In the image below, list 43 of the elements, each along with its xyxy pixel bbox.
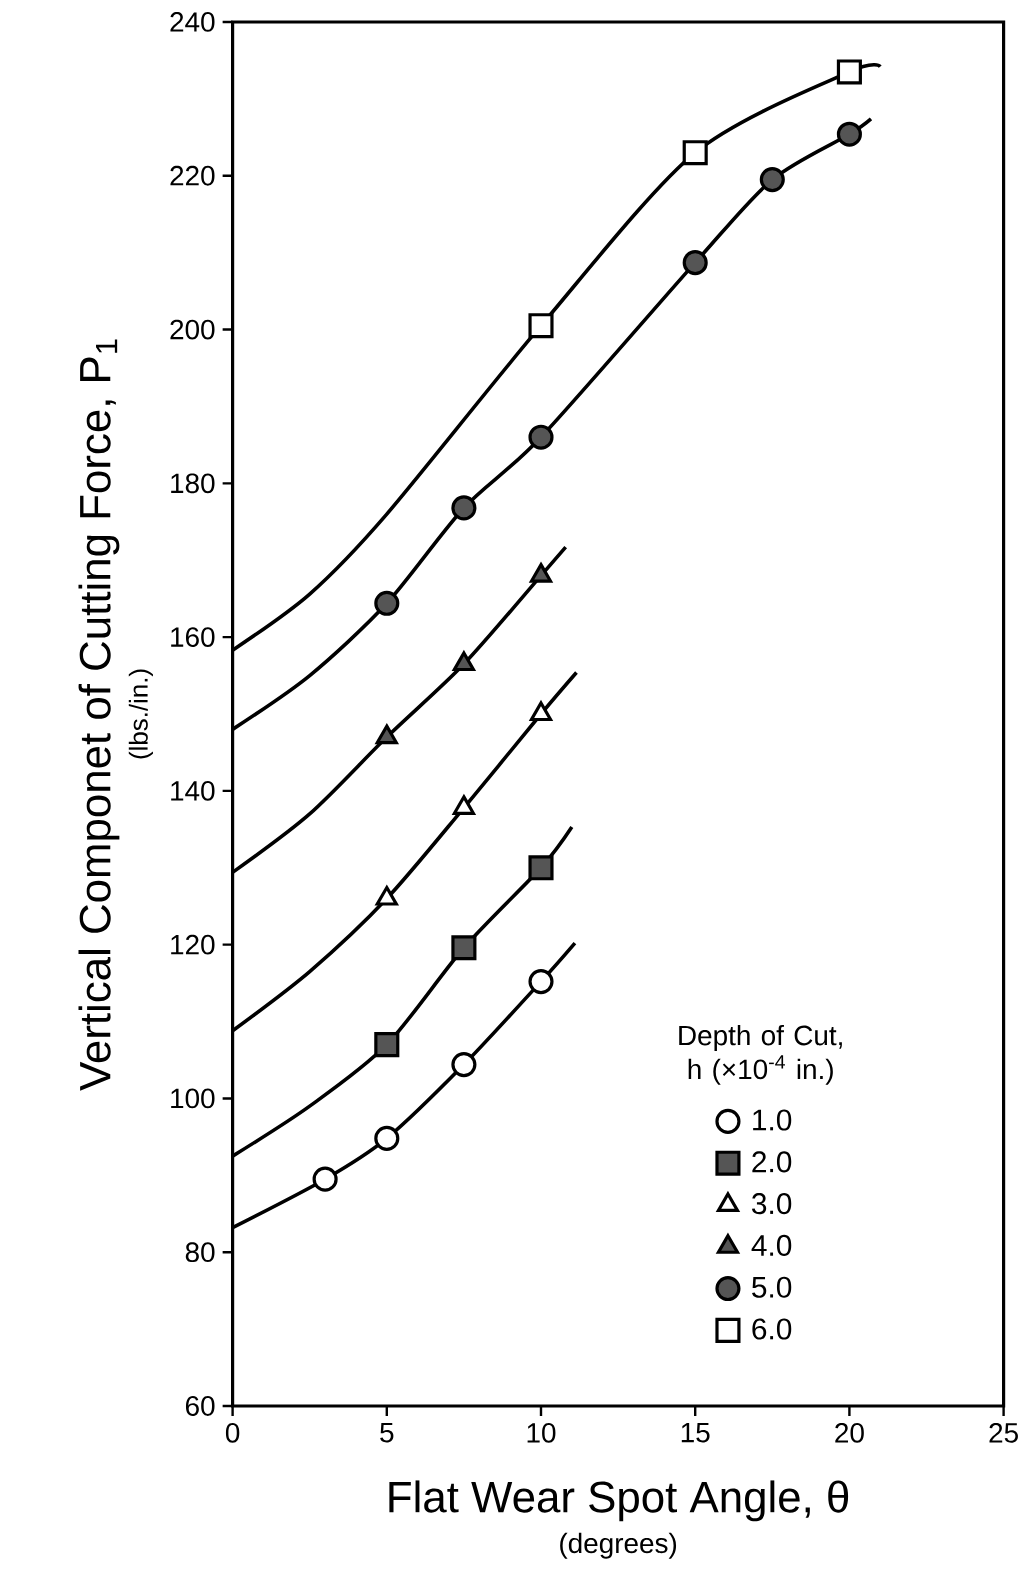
point	[312, 1166, 338, 1192]
point	[836, 59, 862, 85]
point	[374, 1032, 400, 1058]
y-tick-label: 180	[171, 473, 215, 494]
point	[374, 590, 400, 616]
point	[682, 140, 708, 166]
point	[374, 1125, 400, 1151]
y-tick-label: 80	[185, 1242, 215, 1263]
legend-label: 3.0	[751, 1193, 792, 1215]
x-axis-title: Flat Wear Spot Angle, θ	[389, 1480, 849, 1522]
y-tick-label: 240	[170, 12, 215, 32]
point	[528, 855, 554, 881]
point	[682, 250, 708, 276]
y-tick-label: 220	[170, 165, 215, 186]
y-tick-label: 200	[170, 319, 215, 340]
legend-label: 2.0	[752, 1151, 792, 1173]
y-tick-label: 120	[171, 934, 215, 955]
point	[759, 167, 785, 193]
x-tick-label: 10	[527, 1422, 556, 1443]
y-tick-label: 60	[185, 1396, 215, 1416]
text: (degrees)	[560, 1532, 677, 1559]
legend-label: 6.0	[752, 1318, 792, 1340]
point	[451, 495, 477, 521]
x-tick-label: 15	[681, 1423, 710, 1443]
x-tick-label: 25	[989, 1422, 1018, 1443]
legend-label: 1.0	[753, 1109, 792, 1131]
text: (lbs./in.)	[128, 669, 153, 759]
y-tick-label: 100	[171, 1088, 215, 1109]
x-tick-label: 20	[835, 1422, 864, 1443]
point	[451, 935, 477, 961]
y-tick-label: 140	[171, 780, 215, 801]
x-tick-label: 0	[225, 1422, 240, 1443]
x-tick-label: 5	[380, 1423, 394, 1443]
point	[528, 313, 554, 339]
legend-title: Depth of Cut, h (×10$^{-4}$ in.)	[679, 1024, 842, 1085]
point	[451, 1052, 477, 1078]
point	[836, 121, 862, 147]
legend-label: 4.0	[751, 1234, 792, 1256]
point	[528, 969, 554, 995]
y-tick-label: 160	[171, 627, 215, 647]
y-axis-title: Vertical Componet of Cutting Force, P$_{1}$	[78, 339, 120, 1091]
point	[528, 424, 554, 450]
legend-label: 5.0	[752, 1276, 792, 1298]
